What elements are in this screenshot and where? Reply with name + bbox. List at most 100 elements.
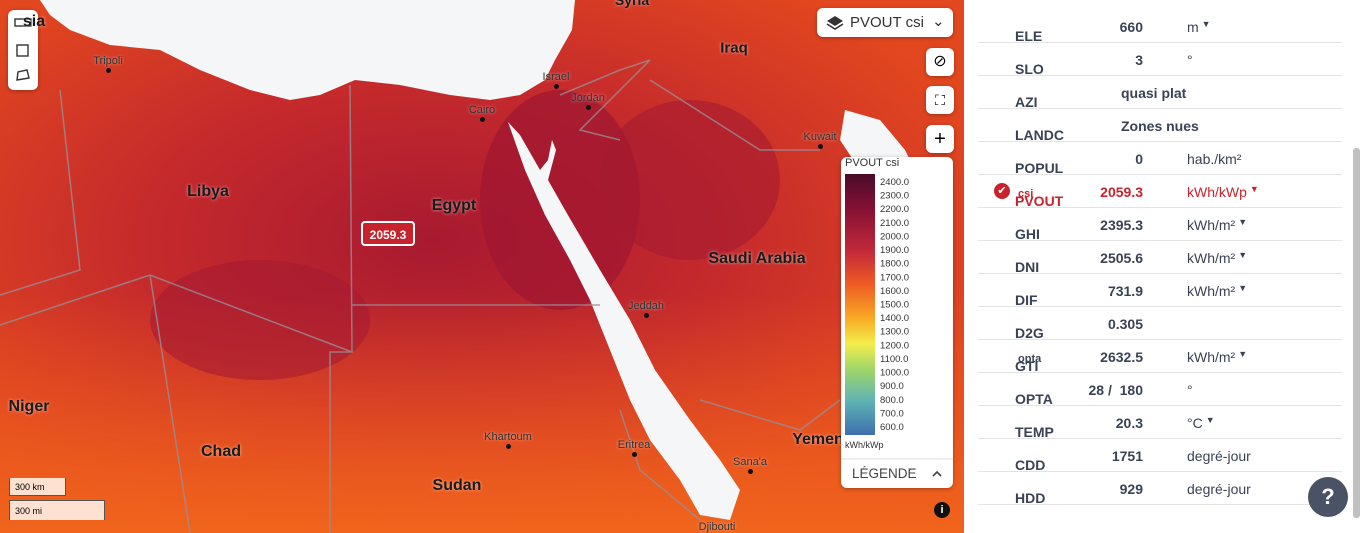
- legend-tick-label: 1800.0: [880, 259, 909, 270]
- attribute-code: DIF: [1015, 292, 1038, 308]
- info-button[interactable]: i: [934, 502, 950, 518]
- attribute-code: ELE: [1015, 28, 1043, 44]
- layer-icon: [826, 16, 844, 30]
- unit-menu[interactable]: ▼: [1238, 250, 1248, 260]
- legend-tick-label: 1700.0: [880, 272, 909, 283]
- legend-tick-label: 700.0: [880, 408, 904, 419]
- attribute-unit: °: [1187, 382, 1193, 398]
- unit-menu[interactable]: ▼: [1238, 349, 1248, 359]
- attribute-row: GTI opta 2632.5 kWh/m² ▼: [978, 340, 1342, 374]
- country-label: Yemen: [792, 431, 844, 448]
- attribute-code: PVOUT: [1015, 193, 1064, 209]
- attribute-text: Zones nues: [1121, 118, 1199, 134]
- legend-tick-label: 1300.0: [880, 327, 909, 338]
- reset-button[interactable]: ⊘: [926, 48, 954, 76]
- legend-tick-label: 1000.0: [880, 368, 909, 379]
- city-label: Kuwait: [803, 131, 837, 143]
- marker[interactable]: 2059.3: [361, 221, 415, 246]
- attribute-row: AZI quasi plat: [978, 76, 1342, 110]
- attribute-code: GTI: [1015, 358, 1039, 374]
- legend-toggle[interactable]: LÉGENDE: [852, 466, 917, 481]
- unit-menu[interactable]: ▼: [1201, 19, 1211, 29]
- city-dot: [106, 68, 111, 73]
- attribute-name: GTI opta: [1015, 349, 1042, 374]
- country-label: Saudi Arabia: [708, 250, 806, 267]
- attribute-unit: kWh/m² ▼: [1187, 250, 1247, 266]
- legend-tick-label: 2100.0: [880, 218, 909, 229]
- unit-text: kWh/m²: [1187, 283, 1236, 299]
- chevron: ⌄: [932, 13, 945, 30]
- country-label: Syria: [614, 0, 650, 8]
- country-label: Iraq: [720, 39, 748, 57]
- scale-mi: 300 mi: [9, 500, 105, 520]
- country-label: sia: [22, 13, 46, 30]
- unit-text: hab./km²: [1187, 151, 1242, 167]
- attribute-code: OPTA: [1015, 391, 1053, 407]
- unit-menu[interactable]: ▼: [1238, 217, 1248, 227]
- attribute-code: HDD: [1015, 490, 1046, 506]
- chevron: [932, 470, 942, 477]
- info-panel: ELE 660 m ▼ SLO 3 ° AZI quasi plat LANDC Zones nue…: [964, 0, 1364, 533]
- attribute-value: 731.9: [1107, 283, 1143, 299]
- unit-text: kWh/m²: [1187, 250, 1236, 266]
- attribute-code: SLO: [1015, 61, 1044, 77]
- attribute-code: LANDC: [1015, 127, 1064, 143]
- city-label: Jordan: [571, 92, 605, 104]
- attribute-unit: degré-jour: [1187, 481, 1251, 497]
- legend: PVOUT csi 2400.0 2300.0 2200.0 2100.0 2000.0…: [841, 157, 953, 488]
- attribute-code: DNI: [1015, 259, 1040, 275]
- attribute-row: HDD 929 degré-jour: [978, 472, 1342, 506]
- attribute-row: D2G 0.305: [978, 307, 1342, 341]
- attribute-value: 1751: [1111, 448, 1143, 464]
- attribute-row: SLO 3 °: [978, 43, 1342, 77]
- attribute-row: ✔ PVOUT csi 2059.3 kWh/kWp ▼: [978, 175, 1342, 209]
- legend-title: PVOUT csi: [845, 157, 899, 169]
- legend-tick-label: 1500.0: [880, 300, 909, 311]
- attribute-unit: °: [1187, 52, 1193, 68]
- city-label: Jeddah: [627, 300, 665, 312]
- city-label: Tripoli: [93, 55, 123, 67]
- map[interactable]: PVOUT csi ⌄ ⊘ ⛶ + 2059.3 300 km 300 mi i…: [0, 0, 964, 533]
- attribute-row: ELE 660 m ▼: [978, 10, 1342, 44]
- city-label: Cairo: [468, 104, 496, 116]
- attribute-row: OPTA 28 / 180 °: [978, 373, 1342, 407]
- attribute-sub: opta: [1018, 353, 1042, 365]
- scrollbar: [1353, 148, 1360, 518]
- attribute-row: TEMP 20.3 °C ▼: [978, 406, 1342, 440]
- attribute-code: TEMP: [1015, 424, 1054, 440]
- attribute-code: D2G: [1015, 325, 1044, 341]
- attribute-value: 28 / 180: [1088, 382, 1144, 398]
- city-dot: [632, 452, 637, 457]
- city-dot: [748, 469, 753, 474]
- unit-text: degré-jour: [1187, 448, 1251, 464]
- attribute-sub: csi: [1018, 188, 1034, 200]
- attribute-row: POPUL 0 hab./km²: [978, 142, 1342, 176]
- legend-tick-label: 1400.0: [880, 313, 909, 324]
- city-dot: [586, 105, 591, 110]
- layer-button[interactable]: PVOUT csi ⌄: [817, 8, 953, 37]
- country-label: Libya: [187, 183, 229, 200]
- unit-text: kWh/m²: [1187, 217, 1236, 233]
- legend-tick-label: 600.0: [880, 422, 904, 433]
- attribute-value: 2632.5: [1100, 349, 1143, 365]
- zoom-in[interactable]: +: [926, 125, 954, 153]
- attribute-row: DNI 2505.6 kWh/m² ▼: [978, 241, 1342, 275]
- attribute-row: DIF 731.9 kWh/m² ▼: [978, 274, 1342, 308]
- unit-text: °C: [1187, 415, 1203, 431]
- fullscreen-button[interactable]: ⛶: [926, 86, 954, 114]
- layer-label: PVOUT csi: [850, 14, 924, 31]
- attribute-unit: kWh/m² ▼: [1187, 217, 1247, 233]
- attribute-value: 2505.6: [1100, 250, 1143, 266]
- attribute-value: 2059.3: [1100, 184, 1143, 200]
- check-icon: ✔: [994, 183, 1010, 199]
- unit-menu[interactable]: ▼: [1205, 415, 1215, 425]
- unit-menu[interactable]: ▼: [1238, 283, 1248, 293]
- city-dot: [554, 84, 559, 89]
- attribute-value: 929: [1119, 481, 1143, 497]
- tool-icons[interactable]: [8, 10, 38, 90]
- help-button[interactable]: ?: [1308, 477, 1348, 517]
- city-label: Israel: [542, 71, 570, 83]
- attribute-value: 2395.3: [1100, 217, 1143, 233]
- country-label: Sudan: [432, 477, 482, 494]
- unit-menu[interactable]: ▼: [1249, 184, 1259, 194]
